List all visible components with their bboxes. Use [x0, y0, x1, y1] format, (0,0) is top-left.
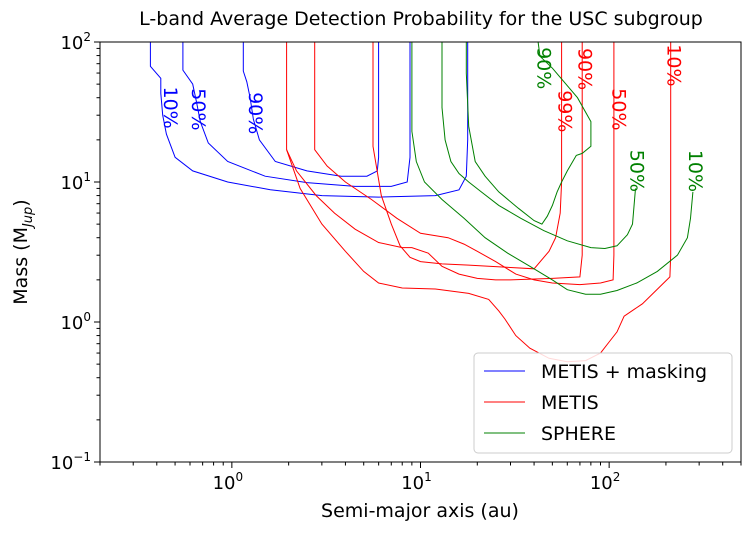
- contour-sphere-10: [411, 42, 694, 295]
- y-axis-label-sub: Jup: [21, 207, 36, 230]
- contour-metis-10: [286, 42, 672, 363]
- contour-metis-50: [372, 42, 563, 270]
- y-axis-label: Mass (MJup): [10, 199, 36, 304]
- x-tick-label: 102: [590, 470, 621, 494]
- x-tick-label: 100: [213, 470, 244, 494]
- legend: METIS + masking METIS SPHERE: [473, 352, 733, 454]
- contour-label-metis-masking-50: 50%: [187, 88, 209, 130]
- contour-labels: 10% 50% 90% 99%90%50%10%90%50% 10%: [159, 44, 706, 192]
- y-axis: 10−1 100 101 102: [50, 30, 100, 474]
- y-tick-label: 100: [60, 310, 91, 334]
- x-tick-label: 101: [401, 470, 432, 494]
- contour-label-metis-10: 10%: [663, 44, 685, 86]
- contour-label-sphere-10: 10%: [684, 150, 706, 192]
- contour-label-sphere-90: 90%: [533, 47, 555, 89]
- x-axis-label: Semi-major axis (au): [321, 500, 519, 522]
- contour-label-metis-masking-90: 90%: [244, 92, 266, 134]
- legend-label-metis: METIS: [541, 392, 599, 414]
- y-tick-label: 10−1: [50, 450, 91, 474]
- contour-metis-90: [314, 42, 615, 286]
- contour-metis-99: [286, 42, 583, 281]
- contour-lines: [149, 41, 694, 363]
- y-axis-label-main: Mass (M: [10, 227, 32, 305]
- contour-label-metis-masking-10: 10%: [159, 86, 181, 128]
- contour-label-metis-50: 50%: [607, 88, 629, 130]
- legend-box: [473, 352, 733, 454]
- contour-label-sphere-50: 50%: [626, 150, 648, 192]
- x-axis: 100 101 102: [99, 462, 742, 494]
- y-tick-label: 102: [60, 30, 91, 54]
- y-tick-label: 101: [60, 170, 91, 194]
- chart-title: L-band Average Detection Probability for…: [139, 8, 703, 30]
- contour-sphere-90: [465, 41, 592, 225]
- legend-label-metis-masking: METIS + masking: [541, 361, 707, 383]
- y-axis-label-close: ): [10, 199, 32, 206]
- contour-metis-masking-50: [182, 42, 411, 187]
- contour-metis-masking-10: [149, 42, 469, 198]
- contour-label-metis-99: 99%: [554, 90, 576, 132]
- contour-label-metis-90: 90%: [573, 48, 595, 90]
- legend-label-sphere: SPHERE: [541, 423, 616, 445]
- contour-sphere-50: [441, 42, 636, 250]
